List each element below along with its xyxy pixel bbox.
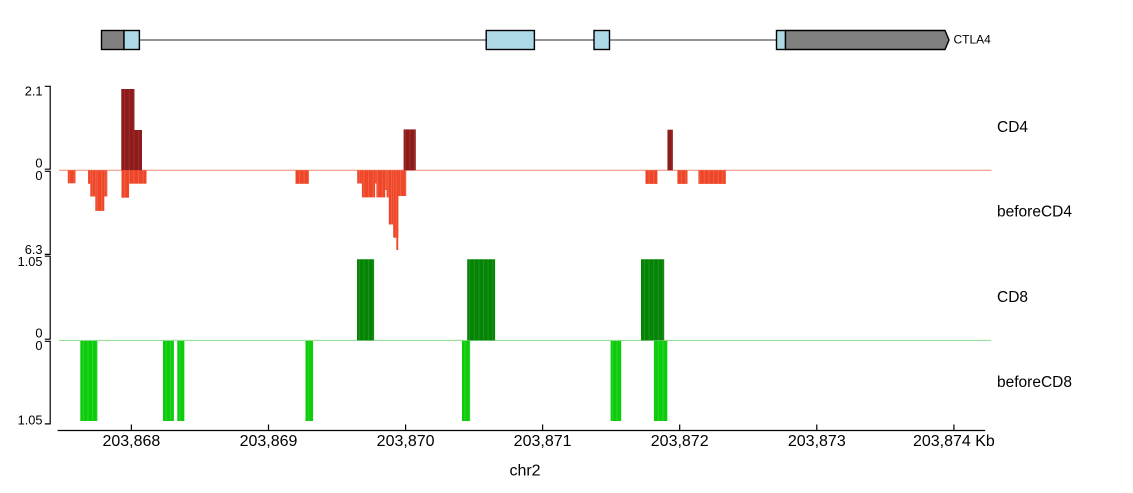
svg-text:0: 0 <box>35 168 42 183</box>
svg-text:beforeCD4: beforeCD4 <box>997 204 1072 221</box>
svg-text:203,872: 203,872 <box>651 433 709 450</box>
svg-text:203,870: 203,870 <box>377 433 435 450</box>
svg-text:203,873: 203,873 <box>788 433 846 450</box>
svg-text:chr2: chr2 <box>509 462 540 479</box>
svg-text:1.05: 1.05 <box>18 254 43 269</box>
svg-text:CD8: CD8 <box>997 289 1028 306</box>
svg-text:203,869: 203,869 <box>240 433 298 450</box>
svg-text:0: 0 <box>35 155 42 170</box>
svg-text:203,874 Kb: 203,874 Kb <box>913 433 995 450</box>
svg-text:203,871: 203,871 <box>514 433 572 450</box>
svg-text:2.1: 2.1 <box>25 84 43 99</box>
svg-text:0: 0 <box>35 338 42 353</box>
svg-text:0: 0 <box>35 325 42 340</box>
svg-text:beforeCD8: beforeCD8 <box>997 374 1072 391</box>
svg-text:203,868: 203,868 <box>102 433 160 450</box>
svg-text:6.3: 6.3 <box>25 242 43 257</box>
svg-text:1.05: 1.05 <box>18 413 43 428</box>
svg-text:CTLA4: CTLA4 <box>954 33 992 47</box>
svg-text:CD4: CD4 <box>997 119 1028 136</box>
